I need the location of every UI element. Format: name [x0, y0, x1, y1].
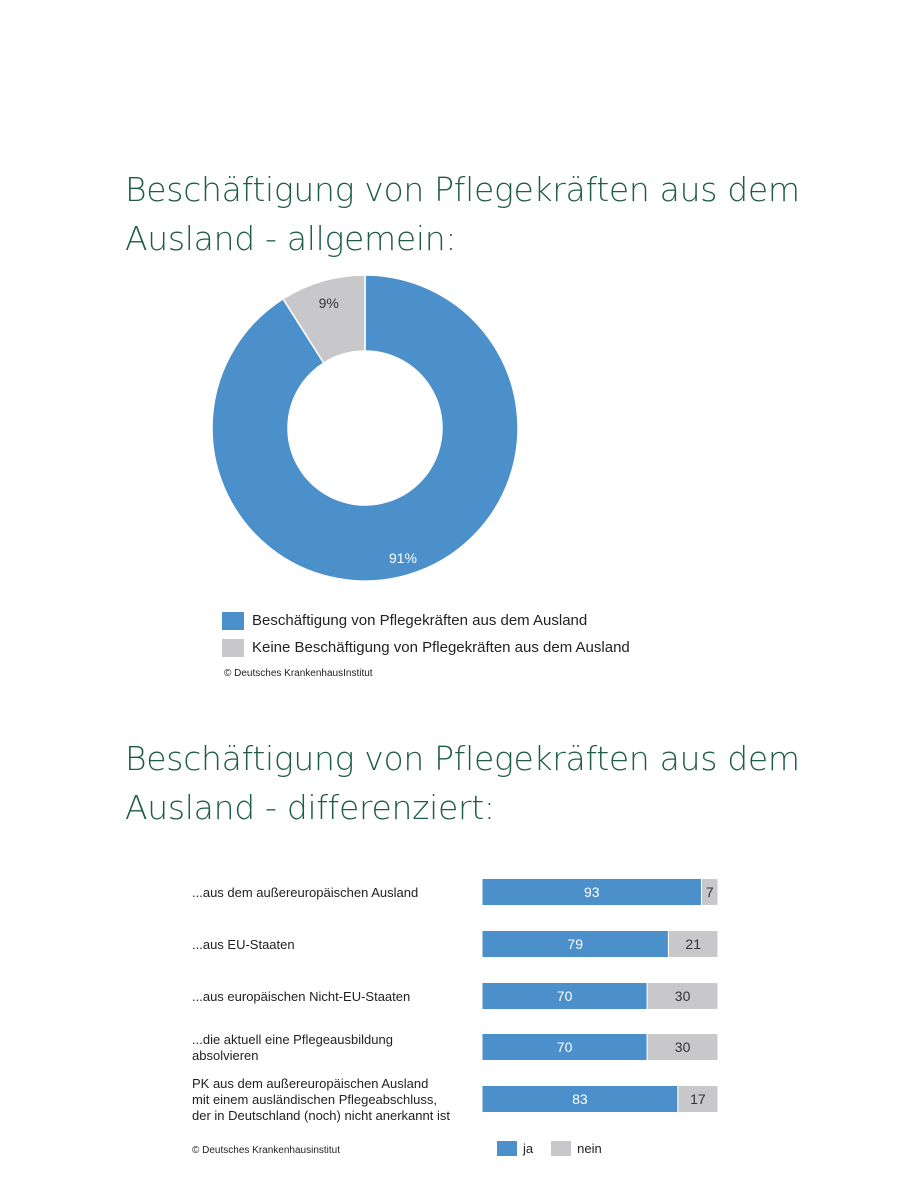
bar-nein-3 [646, 1033, 719, 1061]
donut-slice-0 [211, 274, 519, 582]
bar-value-label-nein-1: 21 [685, 936, 701, 952]
legend-entry-employment: Beschäftigung von Pflegekräften aus dem … [222, 607, 630, 634]
bar-category-label-line: absolvieren [192, 1048, 259, 1063]
bar-category-label-4: PK aus dem außereuropäischen Ausland mit … [192, 1076, 450, 1123]
bar-category-label-2: ...aus europäischen Nicht-EU-Staaten [192, 989, 410, 1004]
donut-slice-label-1: 9% [319, 295, 339, 311]
bar-category-label-line: mit einem ausländischen Pflegeabschluss, [192, 1092, 437, 1107]
bar-nein-0 [700, 878, 719, 906]
bar-category-label-0: ...aus dem außereuropäischen Ausland [192, 885, 418, 900]
legend-swatch-employment [222, 611, 244, 630]
donut-credit: © Deutsches KrankenhausInstitut [224, 668, 373, 679]
donut-slice-label-0: 91% [389, 550, 417, 566]
bar-credit: © Deutsches Krankenhausinstitut [192, 1145, 341, 1156]
bar-ja-0 [481, 878, 702, 906]
bar-value-label-ja-3: 70 [557, 1039, 573, 1055]
bar-nein-4 [677, 1085, 719, 1113]
bar-category-label-line: ...die aktuell eine Pflegeausbildung [192, 1032, 393, 1047]
bar-ja-4 [481, 1085, 679, 1113]
bar-ja-1 [481, 930, 669, 958]
bar-ja-3 [481, 1033, 648, 1061]
bar-nein-1 [667, 930, 719, 958]
legend-label-no-employment: Keine Beschäftigung von Pflegekräften au… [252, 639, 630, 656]
donut-chart: 91% 9% [211, 274, 519, 582]
bar-category-label-3: ...die aktuell eine Pflegeausbildung abso… [192, 1032, 393, 1063]
bar-ja-2 [481, 982, 648, 1010]
bar-value-label-ja-2: 70 [557, 988, 573, 1004]
bar-value-label-ja-1: 79 [567, 936, 583, 952]
bar-value-label-ja-0: 93 [584, 884, 600, 900]
bar-value-label-nein-3: 30 [675, 1039, 691, 1055]
bar-value-label-nein-4: 17 [690, 1091, 706, 1107]
bar-category-label-1: ...aus EU-Staaten [192, 937, 295, 952]
legend-entry-no-employment: Keine Beschäftigung von Pflegekräften au… [222, 634, 630, 661]
legend-swatch-no-employment [222, 638, 244, 657]
bar-nein-2 [646, 982, 719, 1010]
legend-label-ja: ja [523, 1141, 534, 1156]
legend-swatch-nein [551, 1141, 572, 1156]
legend-label-nein: nein [577, 1141, 602, 1156]
legend-swatch-ja [497, 1141, 517, 1156]
bar-category-label-line: PK aus dem außereuropäischen Ausland [192, 1076, 428, 1091]
differentiated-section-title: Beschäftigung von Pflegekräften aus dem … [125, 739, 800, 827]
bar-category-label-line: ...aus europäischen Nicht-EU-Staaten [192, 989, 410, 1004]
donut-legend: Beschäftigung von Pflegekräften aus dem … [222, 607, 630, 661]
bar-category-label-line: ...aus dem außereuropäischen Ausland [192, 885, 418, 900]
stacked-bar-chart: ...aus dem außereuropäischen Ausland 93 7.… [192, 878, 719, 1123]
legend-label-employment: Beschäftigung von Pflegekräften aus dem … [252, 612, 588, 629]
bar-value-label-nein-2: 30 [675, 988, 691, 1004]
bar-category-label-line: der in Deutschland (noch) nicht anerkann… [192, 1108, 450, 1123]
bar-category-label-line: ...aus EU-Staaten [192, 937, 295, 952]
donut-slice-1 [281, 274, 366, 365]
bar-value-label-nein-0: 7 [706, 884, 714, 900]
general-section-title: Beschäftigung von Pflegekräften aus dem … [125, 170, 800, 258]
bar-value-label-ja-4: 83 [572, 1091, 588, 1107]
bar-legend: ja nein [497, 1141, 602, 1156]
